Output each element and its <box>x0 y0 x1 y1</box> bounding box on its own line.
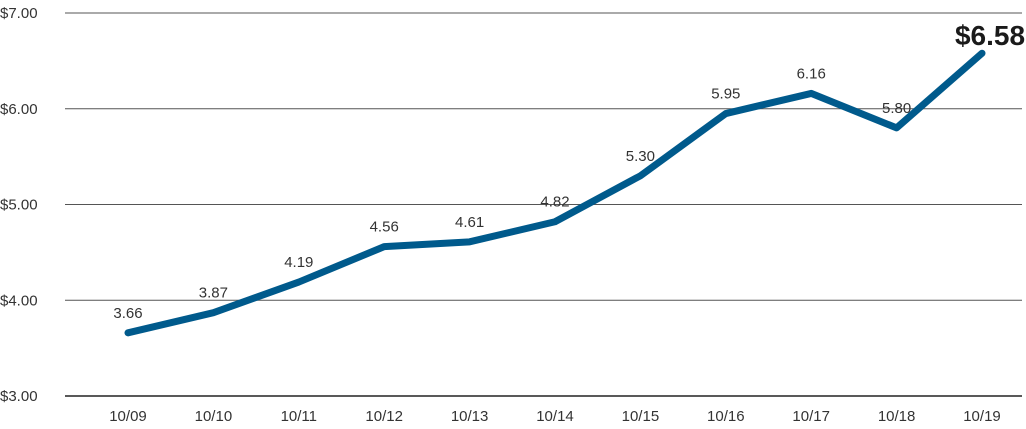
x-tick-label: 10/16 <box>707 408 745 425</box>
gridlines <box>65 12 1022 397</box>
data-label: 5.30 <box>626 148 655 165</box>
x-tick-label: 10/12 <box>365 408 403 425</box>
x-tick-label: 10/14 <box>536 408 574 425</box>
x-axis: 10/09 10/10 10/11 10/12 10/13 10/14 10/15 10/16… <box>109 408 1001 425</box>
x-tick-label: 10/09 <box>109 408 147 425</box>
data-label: 4.56 <box>370 219 399 236</box>
series-group <box>124 49 986 337</box>
data-label: 6.16 <box>797 65 826 82</box>
y-tick-label: $3.00 <box>0 388 38 405</box>
data-label-highlight: $6.58 <box>955 20 1025 51</box>
x-tick-label: 10/17 <box>792 408 830 425</box>
y-tick-label: $6.00 <box>0 101 38 118</box>
x-tick-label: 10/13 <box>451 408 489 425</box>
data-label: 4.61 <box>455 214 484 231</box>
data-label: 4.19 <box>284 254 313 271</box>
data-label: 3.66 <box>113 305 142 322</box>
series-line <box>124 49 986 337</box>
x-tick-label: 10/15 <box>622 408 660 425</box>
data-label: 5.95 <box>711 86 740 103</box>
x-tick-label: 10/11 <box>281 408 317 425</box>
x-tick-label: 10/19 <box>963 408 1001 425</box>
y-tick-label: $5.00 <box>0 197 38 214</box>
data-labels: 3.66 3.87 4.19 4.56 4.61 4.82 5.30 5.95 6.16 5.80… <box>113 20 1025 322</box>
y-axis: $3.00 $4.00 $5.00 $6.00 $7.00 <box>0 5 38 405</box>
data-label: 5.80 <box>882 100 911 117</box>
x-tick-label: 10/18 <box>878 408 916 425</box>
data-label: 4.82 <box>540 194 569 211</box>
data-label: 3.87 <box>199 285 228 302</box>
x-tick-label: 10/10 <box>195 408 233 425</box>
y-tick-label: $7.00 <box>0 5 38 22</box>
y-tick-label: $4.00 <box>0 292 38 309</box>
